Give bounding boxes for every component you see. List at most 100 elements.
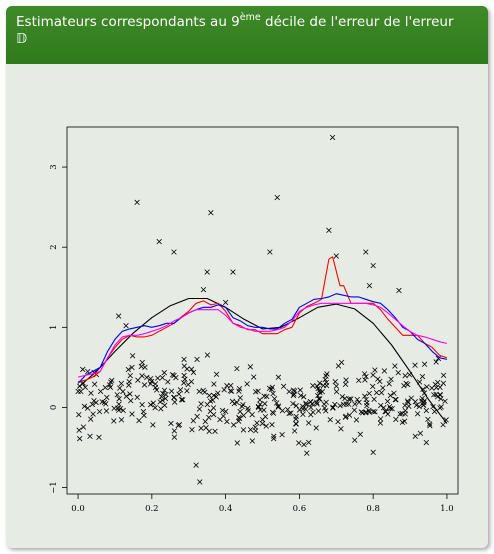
scatter-point [127,391,133,397]
scatter-point [323,382,330,389]
scatter-point [236,386,243,392]
scatter-point [152,405,158,411]
scatter-point [237,395,243,401]
scatter-point [209,397,216,403]
y-tick-label: 2 [49,244,59,249]
scatter-point [257,407,264,413]
scatter-point [262,413,269,420]
scatter-point [134,394,140,401]
scatter-point [321,405,328,411]
scatter-point [330,405,336,411]
scatter-point [104,394,110,401]
scatter-point [377,420,384,426]
scatter-point [126,379,132,385]
scatter-point [215,390,221,396]
scatter-point [267,249,273,255]
scatter-point [123,323,129,329]
scatter-point [443,417,449,423]
scatter-point [76,411,82,418]
scatter-point [370,372,376,378]
scatter-point [102,384,108,391]
scatter-point [310,382,316,389]
scatter-point [319,389,326,395]
scatter-point [275,403,282,409]
scatter-point [313,425,319,431]
scatter-point [88,390,94,396]
scatter-point [345,401,352,407]
scatter-point [197,479,203,485]
scatter-point [402,402,408,409]
scatter-point [315,408,322,414]
scatter-point [188,366,195,372]
scatter-point [293,413,299,420]
scatter-point [210,405,217,411]
scatter-point [160,390,166,397]
scatter-point [236,414,242,421]
scatter-point [76,427,82,433]
scatter-point [343,413,349,420]
scatter-point [117,406,124,412]
scatter-point [117,385,123,391]
scatter-point [161,387,168,393]
scatter-point [303,400,309,406]
scatter-point [317,380,323,386]
scatter-point [314,401,320,407]
scatter-point [228,382,234,389]
scatter-point [176,391,182,397]
scatter-point [223,408,229,415]
scatter-point [370,383,376,390]
scatter-point [380,405,387,411]
scatter-point [135,377,141,383]
scatter-point [397,411,403,417]
scatter-point [414,411,421,417]
scatter-point [198,401,204,407]
scatter-point [270,390,276,397]
scatter-point [263,423,269,429]
scatter-point [333,389,340,395]
scatter-point [252,389,259,395]
scatter-point [371,396,377,402]
scatter-point [206,414,212,421]
scatter-point [240,412,247,419]
scatter-point [404,398,411,404]
x-tick-label: 0.4 [219,504,233,514]
scatter-point [293,403,299,409]
scatter-point [308,404,314,411]
scatter-point [221,387,227,393]
scatter-point [333,253,339,259]
scatter-point [332,379,338,385]
scatter-point [249,438,256,444]
series-line-0 [77,297,448,424]
scatter-point [433,359,439,365]
scatter-point [196,388,202,395]
scatter-point [333,383,340,389]
scatter-point [80,366,86,373]
scatter-point [419,373,426,380]
scatter-point [332,401,338,408]
scatter-point [338,359,345,366]
scatter-point [75,388,81,395]
scatter-point [342,381,349,387]
scatter-point [247,364,254,370]
scatter-point [346,412,353,418]
scatter-point [363,249,369,255]
scatter-point [123,393,129,400]
scatter-point [420,402,427,408]
scatter-point [301,441,307,448]
scatter-point [171,249,177,255]
scatter-point [381,368,388,374]
scatter-point [255,403,261,410]
scatter-point [302,406,309,412]
scatter-point [270,410,277,416]
title-text: Estimateurs correspondants au 9 [16,14,240,30]
title-text-end: décile de l'erreur de l'erreur [260,14,454,30]
scatter-point [262,401,268,407]
scatter-point [274,194,280,201]
scatter-point [408,395,414,401]
scatter-point [284,406,291,413]
scatter-point [296,407,303,413]
scatter-point [181,380,187,386]
scatter-point [211,381,217,387]
scatter-point [388,376,394,382]
scatter-point [425,416,431,423]
